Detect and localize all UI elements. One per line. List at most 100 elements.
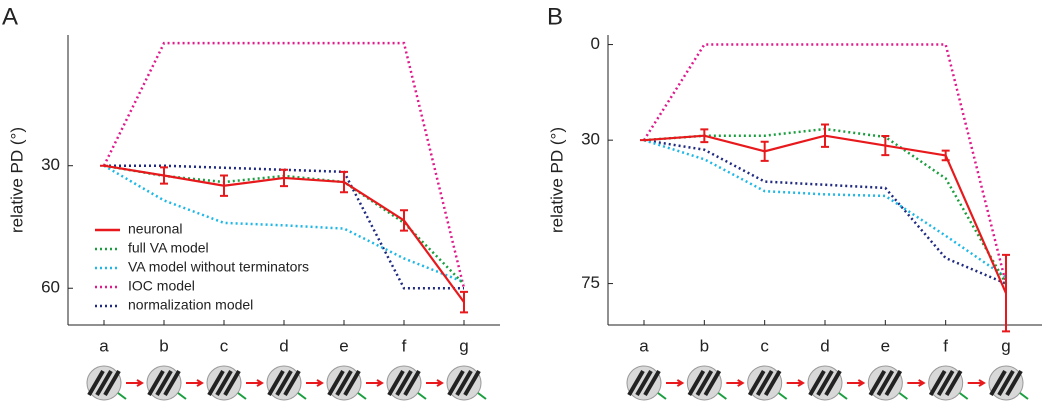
stimulus-stripe [463, 369, 481, 397]
x-tick-label: c [760, 336, 769, 355]
sequence-arrow [726, 379, 745, 387]
stimulus-stripe [95, 369, 113, 397]
stimulus-stripe [283, 369, 301, 397]
motion-arrow [717, 392, 727, 400]
y-axis-label: relative PD (°) [547, 127, 566, 233]
motion-arrow [117, 392, 127, 400]
series-line [102, 41, 466, 289]
panel-label: B [547, 3, 563, 30]
stimulus-stripe [147, 369, 165, 397]
stimulus-stripe [327, 369, 345, 397]
stimulus-stripe [275, 369, 293, 397]
series-line [643, 134, 1008, 294]
series-line [643, 127, 1008, 285]
motion-arrow [417, 392, 427, 400]
stimulus-stripe [395, 369, 413, 397]
sequence-arrow [306, 379, 324, 387]
stimulus-stripe [687, 369, 706, 397]
motion-arrow [477, 392, 487, 400]
error-bar [280, 168, 288, 188]
stimulus-stripe [944, 369, 963, 397]
motion-arrow [778, 392, 788, 400]
x-tick-label: d [279, 336, 288, 355]
sequence-arrow [366, 379, 384, 387]
stimulus-stripe [936, 369, 955, 397]
legend-label: IOC model [128, 278, 195, 294]
x-tick-label: g [1001, 336, 1010, 355]
error-bar [821, 123, 829, 148]
stimulus-stripe [763, 369, 782, 397]
stimulus-stripe [703, 369, 722, 397]
series-line [103, 164, 465, 284]
sequence-arrow [786, 379, 805, 387]
motion-arrow [657, 392, 667, 400]
stimulus-stripe [755, 369, 774, 397]
y-tick-label: 0 [591, 34, 600, 53]
x-tick-label: b [700, 336, 709, 355]
stimulus-stripe [635, 369, 653, 397]
legend-label: VA model without terminators [128, 259, 309, 275]
stimulus-stripe [447, 369, 465, 397]
x-tick-label: f [402, 336, 407, 355]
stimulus-stripe [989, 369, 1007, 397]
y-tick-label: 75 [581, 273, 600, 292]
motion-arrow [898, 392, 908, 400]
motion-arrow [297, 392, 307, 400]
legend-label: normalization model [128, 297, 253, 313]
stimulus-stripe [876, 369, 895, 397]
stimulus-stripe [816, 369, 834, 397]
stimulus-stripe [163, 369, 181, 397]
stimulus-stripe [207, 369, 225, 397]
x-tick-label: g [459, 336, 468, 355]
sequence-arrow [426, 379, 444, 387]
stimulus-stripe [627, 369, 645, 397]
y-tick-label: 30 [581, 130, 600, 149]
sequence-arrow [907, 379, 926, 387]
legend-label: neuronal [128, 221, 183, 237]
series-line [642, 43, 1008, 284]
error-bar [1002, 253, 1010, 333]
stimulus-stripe [343, 369, 361, 397]
stimulus-stripe [267, 369, 285, 397]
error-bar [881, 135, 890, 157]
stimulus-stripe [643, 369, 661, 397]
stimulus-stripe [1005, 369, 1023, 397]
x-tick-label: a [99, 336, 109, 355]
sequence-arrow [666, 379, 685, 387]
error-bar [760, 140, 769, 162]
stimulus-stripe [997, 369, 1015, 397]
stimulus-stripe [403, 369, 421, 397]
error-bar [460, 290, 468, 314]
y-tick-label: 60 [41, 278, 60, 297]
stimulus-stripe [928, 369, 947, 397]
error-bar [941, 149, 950, 162]
sequence-arrow [967, 379, 986, 387]
motion-arrow [1019, 392, 1029, 400]
series-line [643, 138, 1007, 285]
x-tick-label: e [881, 336, 890, 355]
motion-arrow [237, 392, 247, 400]
motion-arrow [357, 392, 367, 400]
stimulus-stripe [87, 369, 105, 397]
stimulus-stripe [808, 369, 826, 397]
stimulus-stripe [824, 369, 842, 397]
sequence-arrow [847, 379, 866, 387]
stimulus-stripe [215, 369, 233, 397]
x-tick-label: f [943, 336, 948, 355]
x-tick-label: e [339, 336, 348, 355]
stimulus-stripe [223, 369, 241, 397]
sequence-arrow [186, 379, 204, 387]
stimulus-stripe [335, 369, 353, 397]
x-tick-label: b [159, 336, 168, 355]
x-tick-label: c [220, 336, 229, 355]
error-bar [400, 209, 408, 232]
motion-arrow [177, 392, 187, 400]
stimulus-stripe [455, 369, 473, 397]
stimulus-stripe [868, 369, 887, 397]
series-line [643, 138, 1007, 279]
legend-label: full VA model [128, 240, 209, 256]
sequence-arrow [246, 379, 264, 387]
error-bar [160, 166, 168, 185]
error-bar [340, 170, 348, 194]
